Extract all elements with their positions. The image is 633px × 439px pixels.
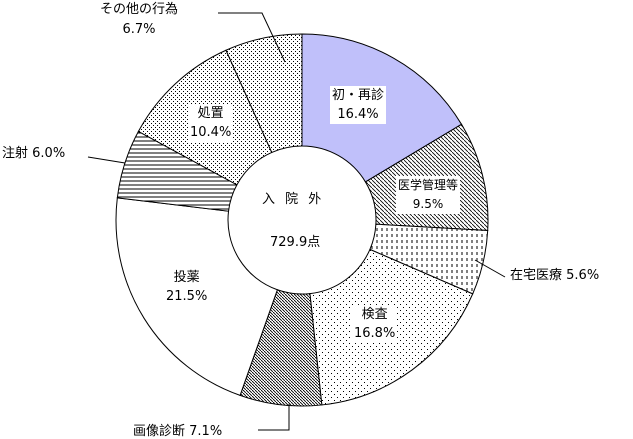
- label-igaku-kanri: 医学管理等 9.5%: [396, 176, 461, 214]
- label-kensa: 検査 16.8%: [352, 305, 398, 343]
- label-shoshin: 初・再診 16.4%: [330, 86, 387, 124]
- label-sonota: その他の行為 6.7%: [100, 0, 178, 40]
- leader-line-imaging: [258, 404, 290, 431]
- segment-label: その他の行為: [100, 2, 179, 17]
- segment-label: 注射: [2, 146, 29, 161]
- leader-line-other: [218, 12, 286, 63]
- segment-label: 処置: [197, 106, 224, 121]
- segment-value: 6.7%: [122, 22, 156, 37]
- center-value: 729.9点: [270, 235, 321, 250]
- label-shochi: 処置 10.4%: [188, 104, 234, 142]
- segment-value: 16.4%: [337, 107, 379, 122]
- segment-label: 在宅医療: [510, 268, 563, 283]
- segment-label: 画像診断: [133, 424, 186, 439]
- leader-line-home-care: [474, 259, 506, 278]
- segment-label: 検査: [361, 307, 388, 322]
- segment-label: 投薬: [173, 270, 200, 285]
- leader-line-injection: [87, 156, 126, 164]
- segment-label: 初・再診: [332, 88, 385, 103]
- segment-value: 21.5%: [166, 289, 208, 304]
- label-chusha: 注射 6.0%: [2, 146, 65, 162]
- segment-value: 7.1%: [189, 424, 223, 439]
- segment-value: 16.8%: [354, 326, 396, 341]
- donut-segment-5: [115, 197, 279, 397]
- label-touyaku: 投薬 21.5%: [166, 268, 207, 306]
- donut-segment-8: [225, 33, 303, 154]
- segment-value: 6.0%: [32, 146, 66, 161]
- segment-label: 医学管理等: [398, 178, 459, 192]
- segment-value: 10.4%: [190, 125, 232, 140]
- label-gazou: 画像診断 7.1%: [133, 424, 222, 439]
- segment-value: 5.6%: [566, 268, 600, 283]
- segment-value: 9.5%: [412, 197, 444, 211]
- label-zaitaku: 在宅医療 5.6%: [510, 268, 599, 284]
- center-title: 入 院 外: [262, 192, 322, 207]
